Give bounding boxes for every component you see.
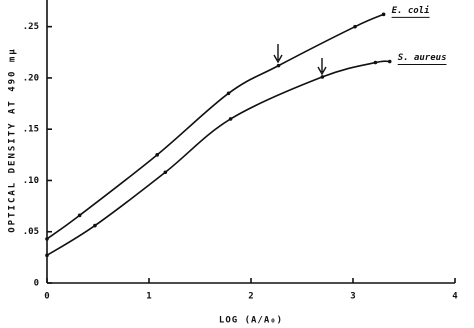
point: [155, 153, 159, 157]
x-tick-label: 0: [44, 292, 49, 302]
y-tick-label: 0: [34, 279, 39, 289]
point: [45, 237, 49, 241]
legend-label: S. aureus: [398, 53, 447, 63]
y-tick-label: .05: [23, 227, 39, 237]
arrow: [273, 44, 283, 64]
line: [46, 13, 384, 240]
point: [320, 75, 325, 79]
x-tick-label: 2: [248, 292, 253, 302]
x-tick-label: 4: [452, 292, 458, 302]
y-tick-label: .20: [23, 73, 39, 83]
x-tick-label: 1: [146, 292, 151, 302]
y-tick-label: .15: [23, 125, 39, 135]
point: [373, 60, 378, 65]
y-tick-label: .10: [23, 176, 39, 186]
point: [93, 223, 97, 228]
point: [77, 213, 82, 218]
point: [381, 12, 386, 17]
x-tick-label: 3: [350, 292, 355, 302]
point: [228, 117, 233, 121]
point: [163, 170, 168, 175]
legend-label: E. coli: [392, 5, 430, 16]
point: [45, 253, 49, 258]
x-axis-label: LOG (A/A₀): [219, 316, 283, 326]
y-tick-label: .25: [23, 22, 39, 32]
y-axis-label: OPTICAL DENSITY AT 490 mμ: [8, 47, 18, 232]
point: [226, 91, 231, 96]
point: [353, 24, 357, 29]
arrow: [317, 58, 327, 76]
line: [46, 60, 390, 256]
point: [387, 59, 392, 64]
point: [276, 63, 281, 68]
